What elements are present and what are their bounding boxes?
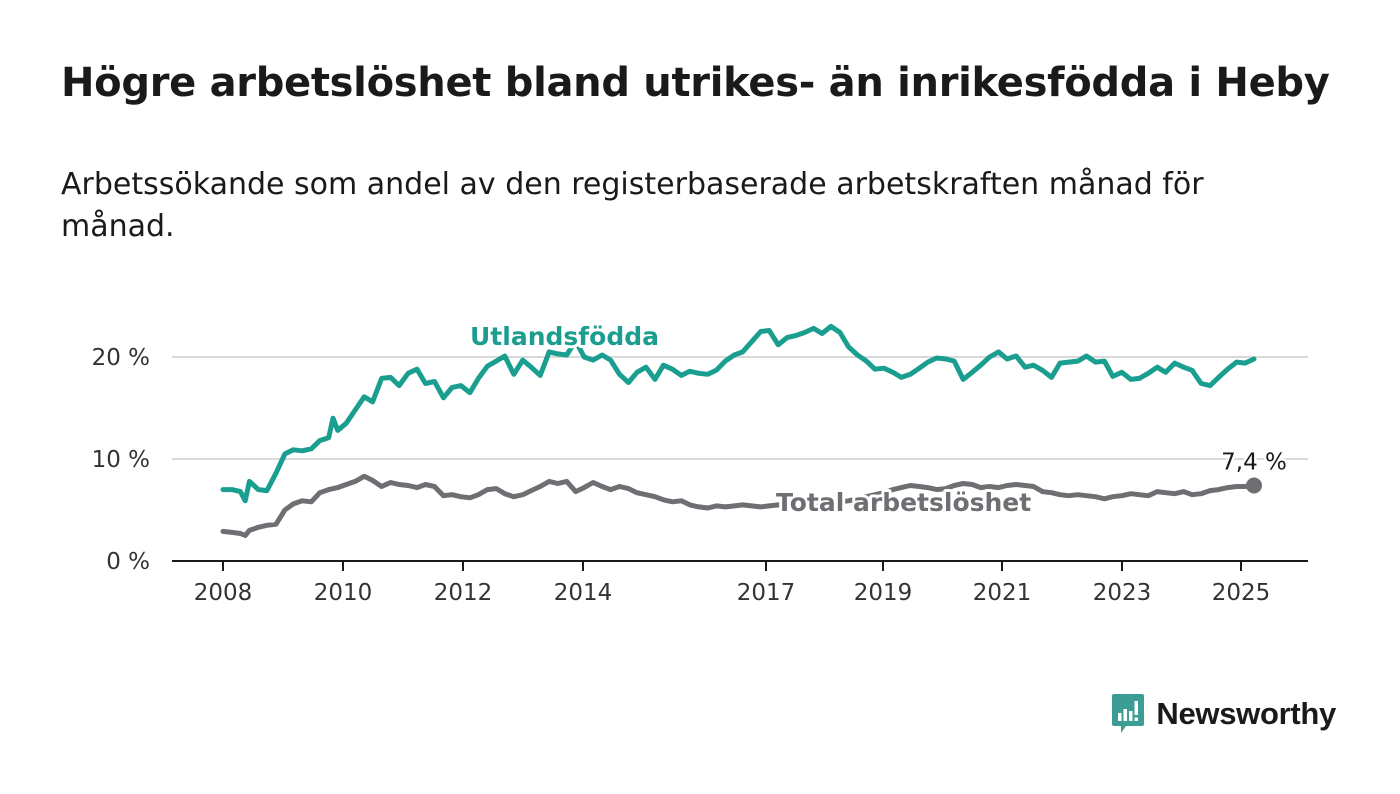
series-name-label: Utlandsfödda bbox=[470, 322, 659, 351]
x-tick-label: 2025 bbox=[1212, 580, 1271, 606]
line-chart: 0 % 10 % 20 % 2008 2010 2012 2014 2017 2019 2021 2… bbox=[91, 322, 1308, 606]
x-tick-label: 2012 bbox=[434, 580, 493, 606]
end-point-marker bbox=[1246, 477, 1262, 494]
x-tick-label: 2010 bbox=[314, 580, 373, 606]
brand-name: Newsworthy bbox=[1156, 696, 1336, 731]
x-tick-label: 2019 bbox=[854, 580, 913, 606]
bar-chart-speech-bubble-icon bbox=[1112, 694, 1145, 733]
x-tick-label: 2017 bbox=[737, 580, 796, 606]
series-line-0 bbox=[220, 323, 1257, 504]
series-name-label: Total arbetslöshet bbox=[776, 488, 1031, 517]
x-tick-label: 2008 bbox=[194, 580, 253, 606]
x-tick-label: 2021 bbox=[973, 580, 1032, 606]
brand-logo: Newsworthy bbox=[1110, 692, 1336, 736]
y-tick-label: 0 % bbox=[106, 549, 150, 575]
x-tick-label: 2023 bbox=[1093, 580, 1152, 606]
y-tick-label: 20 % bbox=[92, 345, 150, 371]
chart-title: Högre arbetslöshet bland utrikes- än inr… bbox=[61, 60, 1330, 106]
y-tick-label: 10 % bbox=[92, 447, 150, 473]
chart-subtitle: Arbetssökande som andel av den registerb… bbox=[61, 167, 1204, 244]
series-line-1 bbox=[220, 473, 1257, 538]
end-value-label: 7,4 % bbox=[1221, 450, 1287, 476]
x-tick-label: 2014 bbox=[554, 580, 613, 606]
